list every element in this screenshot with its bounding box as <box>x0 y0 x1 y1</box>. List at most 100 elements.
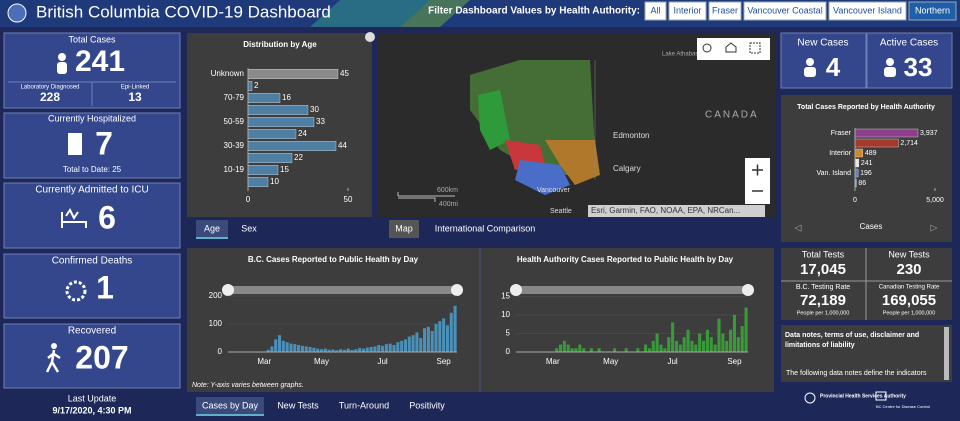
prev-page[interactable]: ◁ <box>795 222 802 232</box>
new-cases-panel <box>780 32 867 89</box>
tab-selected-bg <box>196 397 264 415</box>
bar <box>407 336 411 352</box>
chart-title: Total Cases Reported by Health Authority <box>797 104 935 111</box>
tab[interactable]: Turn-Around <box>339 400 389 410</box>
bar <box>671 322 675 352</box>
deaths-panel: Confirmed Deaths 1 <box>3 253 181 319</box>
filter-label[interactable]: Vancouver Coastal <box>747 5 822 15</box>
value-label: 33 <box>316 117 325 126</box>
bar <box>589 348 593 352</box>
qr-button[interactable] <box>749 42 761 54</box>
y-tick-label: 100 <box>209 319 223 328</box>
icon <box>806 58 814 66</box>
stat-value: 13 <box>128 90 142 104</box>
value-label: 3,937 <box>920 130 938 137</box>
filter-label[interactable]: Vancouver Island <box>833 5 902 15</box>
filter-buttons: All Interior Fraser Vancouver Coastal Vancou… <box>644 1 957 21</box>
zoom-in[interactable] <box>752 164 763 176</box>
slider-handle[interactable] <box>742 284 754 296</box>
filter-button[interactable] <box>668 1 707 21</box>
tab[interactable]: Cases by Day <box>202 400 259 410</box>
category-label: 70-79 <box>224 93 245 102</box>
logo-mark <box>804 392 816 404</box>
filter-button[interactable] <box>828 1 907 21</box>
x-tick-label: May <box>314 357 329 366</box>
bar <box>323 348 327 352</box>
bar <box>709 337 713 352</box>
tab[interactable]: Sex <box>241 223 257 233</box>
stat-value: 6 <box>98 199 116 235</box>
filter-button[interactable] <box>908 1 957 21</box>
category-label: 50-59 <box>224 117 245 126</box>
bar <box>285 342 289 352</box>
update-label: Last Update <box>68 393 117 403</box>
bar <box>426 326 430 352</box>
chart-title: B.C. Cases Reported to Public Health by … <box>248 255 419 264</box>
filter-label[interactable]: Fraser <box>712 5 738 15</box>
expand-button[interactable] <box>365 32 375 42</box>
home-button[interactable] <box>725 42 737 53</box>
filter-button[interactable] <box>644 1 667 21</box>
slider-handle[interactable] <box>510 284 522 296</box>
y-tick-label: 5 <box>506 329 511 338</box>
next-page[interactable]: ▷ <box>931 222 938 232</box>
tab[interactable]: New Tests <box>277 400 319 410</box>
chart-note: Note: Y-axis varies between graphs. <box>192 382 304 389</box>
filter-button[interactable] <box>743 1 827 21</box>
scrollbar[interactable] <box>944 327 949 380</box>
map-region <box>515 160 570 195</box>
filter-label[interactable]: Northern <box>915 5 950 15</box>
bar <box>555 348 559 352</box>
total-cases-panel: Total Cases 241 Laboratory Diagnosed 228… <box>3 32 181 109</box>
map-label: Edmonton <box>613 131 649 140</box>
filter-label[interactable]: All <box>650 5 660 15</box>
tab[interactable]: International Comparison <box>435 223 536 233</box>
range-slider[interactable] <box>222 284 754 296</box>
bar <box>365 347 369 352</box>
bar <box>674 340 679 352</box>
bar <box>430 331 434 352</box>
tab-selected-bg <box>196 220 228 238</box>
bar <box>570 348 574 352</box>
tab[interactable]: Map <box>395 223 413 233</box>
notes-heading: Data notes, terms of use, disclaimer and… <box>785 332 920 349</box>
ha-daily-panel <box>481 248 774 392</box>
filter-label: Filter Dashboard Values by Health Author… <box>428 6 640 17</box>
filter-label[interactable]: Interior <box>673 5 701 15</box>
stat-value: 241 <box>75 45 125 78</box>
notes-text: The following data notes define the indi… <box>786 370 927 377</box>
value-label: 44 <box>338 141 347 150</box>
bar <box>445 325 449 352</box>
x-tick-label: 50 <box>344 195 353 204</box>
category-label: Interior <box>829 150 851 157</box>
bar <box>346 348 350 352</box>
stat-label: Active Cases <box>880 38 938 49</box>
notes-heading-box: Data notes, terms of use, disclaimer and… <box>785 332 920 349</box>
bar <box>655 333 659 352</box>
bar <box>701 340 706 352</box>
bar <box>392 345 396 352</box>
bar <box>339 349 343 352</box>
map-label: Lake Athabasca <box>662 52 705 58</box>
bar <box>289 343 293 352</box>
tab[interactable]: Positivity <box>409 400 445 410</box>
filter-button[interactable] <box>708 1 742 21</box>
stat-label: Epi-Linked <box>121 85 149 91</box>
header-accent <box>400 0 470 27</box>
x-axis-label: Cases <box>860 222 883 231</box>
stat-label: Currently Admitted to ICU <box>35 185 148 196</box>
bar <box>354 349 358 352</box>
tab[interactable]: Age <box>204 223 220 233</box>
stat-value: 7 <box>95 125 113 161</box>
bar <box>647 348 651 352</box>
search-button[interactable] <box>702 43 712 53</box>
slider-handle[interactable] <box>222 284 234 296</box>
bar <box>297 345 301 352</box>
bar <box>854 138 899 148</box>
slider-handle[interactable] <box>451 284 463 296</box>
bar <box>667 337 671 352</box>
bar <box>682 337 686 352</box>
x-tick-label: May <box>603 357 618 366</box>
icon <box>51 343 57 349</box>
bar <box>247 80 253 91</box>
